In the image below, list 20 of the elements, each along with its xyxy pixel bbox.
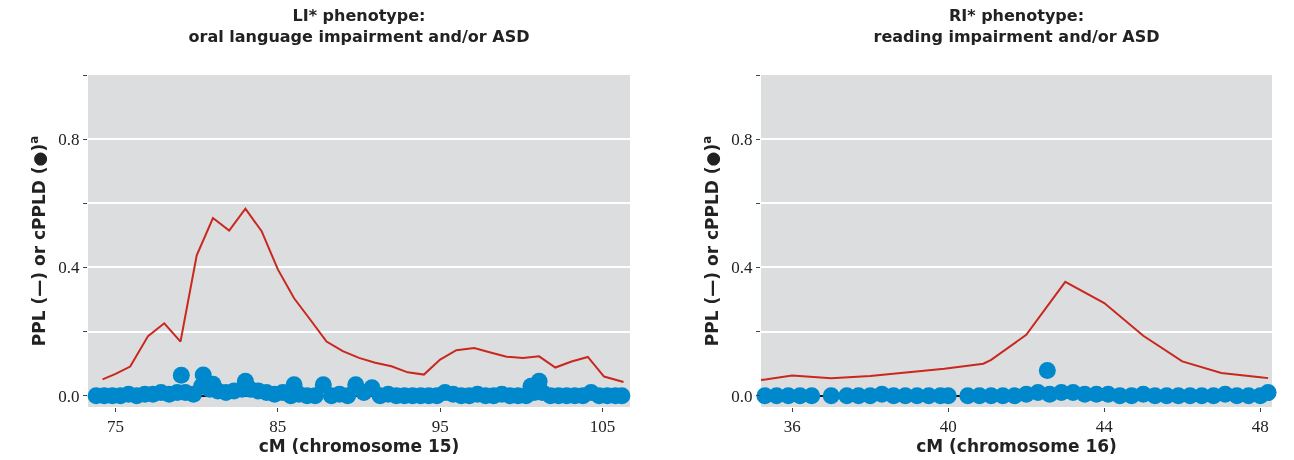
x-tick-label: 95 — [431, 417, 449, 437]
chart-title: RI* phenotype: reading impairment and/or ASD — [873, 5, 1160, 46]
y-tick-label: 0.8 — [731, 130, 753, 150]
y-tick-label: 0.8 — [58, 130, 80, 150]
x-tick-label: 85 — [269, 417, 287, 437]
x-axis-title: cM (chromosome 15) — [258, 436, 460, 457]
y-tick-label: 0.0 — [58, 386, 80, 406]
y-tick-label: 0.0 — [731, 386, 753, 406]
line-series — [761, 280, 1270, 382]
x-tick-label: 40 — [939, 417, 957, 437]
x-axis-title: cM (chromosome 16) — [916, 436, 1117, 457]
x-tick-label: 44 — [1095, 417, 1114, 437]
chart-title: LI* phenotype: oral language impairment and/or ASD — [188, 5, 530, 46]
x-tick-label: 36 — [783, 417, 801, 437]
x-tick-label: 75 — [107, 417, 125, 437]
y-tick-label: 0.4 — [58, 258, 81, 278]
x-tick-label: 105 — [589, 417, 616, 437]
y-tick-label: 0.4 — [731, 258, 754, 278]
line-series — [101, 207, 625, 383]
x-tick-label: 48 — [1251, 417, 1269, 437]
